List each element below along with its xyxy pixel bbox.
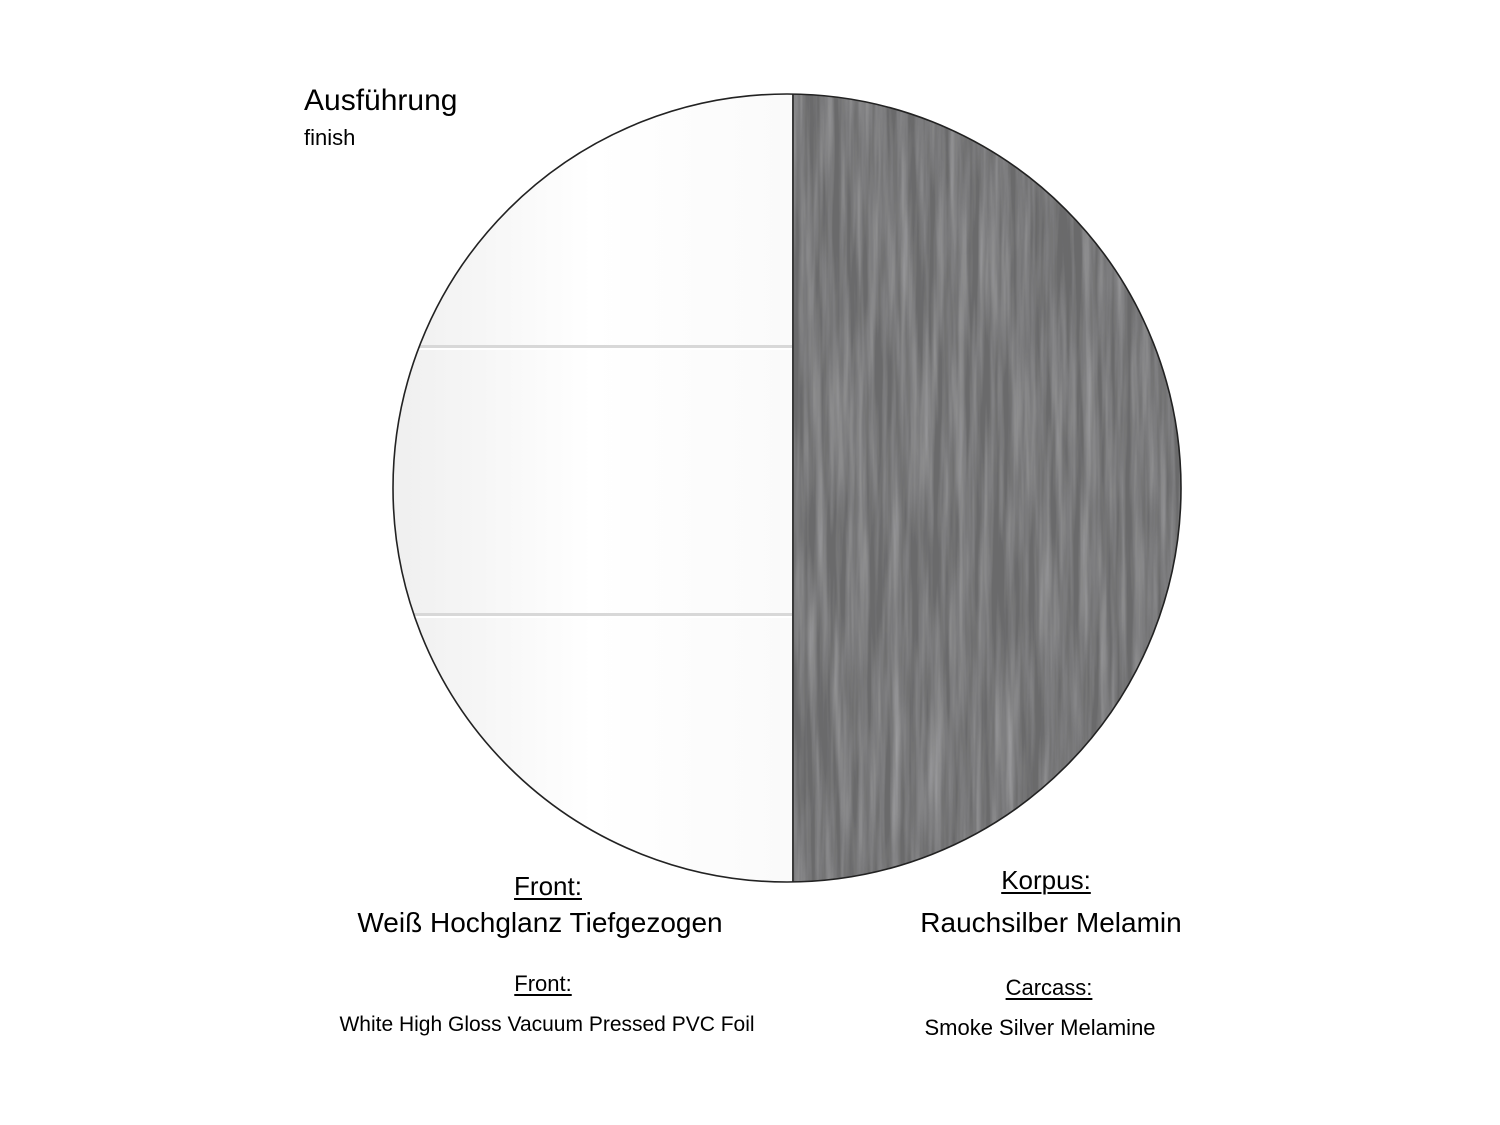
page-title: Ausführung — [304, 84, 458, 117]
carcass-label-en: Carcass: — [1005, 975, 1093, 1000]
wood-grain-texture — [793, 94, 1181, 882]
carcass-label-de: Korpus: — [1001, 865, 1091, 895]
carcass-value-de: Rauchsilber Melamin — [920, 907, 1182, 938]
panel-groove-1 — [393, 345, 794, 348]
panel-groove-1-highlight — [393, 348, 794, 350]
front-value-de: Weiß Hochglanz Tiefgezogen — [357, 907, 723, 938]
page-subtitle: finish — [304, 125, 356, 150]
circle-outline — [392, 93, 1182, 883]
front-label-en: Front: — [514, 971, 572, 996]
panel-groove-2 — [393, 613, 794, 616]
panel-divider — [792, 94, 794, 882]
front-white-panel — [393, 94, 794, 882]
front-label-de: Front: — [514, 871, 582, 901]
front-value-en: White High Gloss Vacuum Pressed PVC Foil — [339, 1013, 755, 1036]
carcass-value-en: Smoke Silver Melamine — [924, 1015, 1156, 1040]
panel-groove-2-highlight — [393, 616, 794, 618]
